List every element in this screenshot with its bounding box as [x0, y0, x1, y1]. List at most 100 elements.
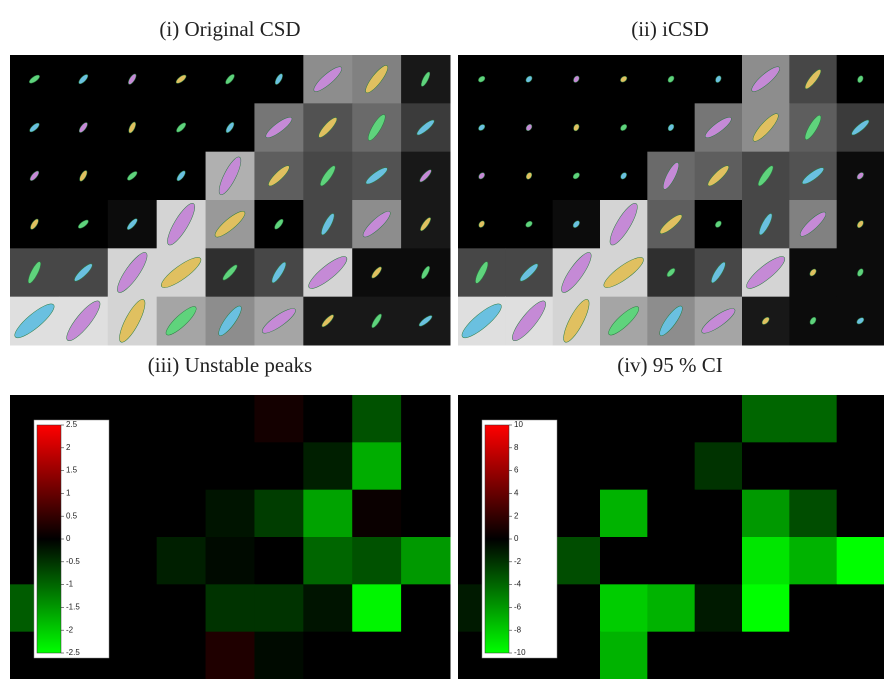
heat-cell	[789, 395, 837, 443]
colorbar-tick-label: 2.5	[66, 420, 78, 429]
heat-cell	[695, 584, 743, 632]
colorbar-tick-label: -8	[514, 625, 522, 634]
heat-cell	[401, 537, 450, 585]
heat-cell	[742, 395, 790, 443]
heat-cell	[254, 395, 303, 443]
heat-cell	[695, 537, 743, 585]
heat-cell	[647, 632, 695, 679]
heat-cell	[600, 442, 648, 490]
heat-cell	[157, 537, 206, 585]
heat-cell	[837, 537, 884, 585]
colorbar-tick-label: 10	[514, 420, 523, 429]
heat-cell	[157, 490, 206, 538]
colorbar-tick-label: 4	[514, 489, 519, 498]
colorbar-tick-label: 0.5	[66, 511, 78, 520]
colorbar	[37, 425, 61, 653]
colorbar-tick-label: 1	[66, 489, 71, 498]
heat-cell	[401, 584, 450, 632]
heat-cell	[401, 490, 450, 538]
heat-cell	[352, 537, 401, 585]
heat-cell	[157, 584, 206, 632]
heat-cell	[254, 584, 303, 632]
heat-cell	[695, 632, 743, 679]
heat-cell	[789, 442, 837, 490]
heat-cell	[303, 490, 352, 538]
heat-cell	[157, 395, 206, 443]
heat-cell	[553, 584, 601, 632]
heat-cell	[303, 632, 352, 679]
panel-title: (iii) Unstable peaks	[148, 353, 312, 377]
colorbar-tick-label: -1	[66, 580, 74, 589]
heat-cell	[837, 632, 884, 679]
heat-cell	[303, 395, 352, 443]
heat-cell	[401, 395, 450, 443]
heat-cell	[108, 395, 157, 443]
heat-cell	[108, 442, 157, 490]
heat-cell	[206, 490, 255, 538]
colorbar	[485, 425, 509, 653]
heat-cell	[647, 442, 695, 490]
heat-cell	[789, 537, 837, 585]
heat-cell	[647, 490, 695, 538]
heat-cell	[401, 632, 450, 679]
heat-cell	[837, 395, 884, 443]
heat-cell	[553, 490, 601, 538]
heat-cell	[742, 490, 790, 538]
heat-cell	[352, 490, 401, 538]
heat-cell	[553, 537, 601, 585]
heat-cell	[837, 442, 884, 490]
heat-cell	[206, 537, 255, 585]
heat-cell	[553, 395, 601, 443]
heat-cell	[789, 632, 837, 679]
heat-cell	[108, 632, 157, 679]
colorbar-tick-label: 2	[514, 511, 519, 520]
colorbar-tick-label: -0.5	[66, 557, 80, 566]
colorbar-tick-label: 6	[514, 466, 519, 475]
heat-cell	[206, 395, 255, 443]
heat-cell	[401, 442, 450, 490]
colorbar-tick-label: 8	[514, 443, 519, 452]
heat-cell	[303, 442, 352, 490]
heat-cell	[742, 442, 790, 490]
heat-cell	[108, 490, 157, 538]
heat-cell	[837, 490, 884, 538]
heat-cell	[600, 490, 648, 538]
heat-cell	[352, 395, 401, 443]
heat-cell	[553, 632, 601, 679]
colorbar-tick-label: -1.5	[66, 603, 80, 612]
heat-cell	[352, 584, 401, 632]
heat-cell	[108, 537, 157, 585]
heat-cell	[206, 584, 255, 632]
colorbar-tick-label: -2	[66, 625, 74, 634]
heat-cell	[600, 395, 648, 443]
colorbar-tick-label: -2	[514, 557, 522, 566]
figure: 2.521.510.50-0.5-1-1.5-2-2.51086420-2-4-…	[0, 0, 884, 679]
heat-cell	[303, 537, 352, 585]
heat-cell	[157, 442, 206, 490]
heat-cell	[553, 442, 601, 490]
panel-title: (ii) iCSD	[631, 17, 709, 41]
heat-cell	[600, 584, 648, 632]
colorbar-tick-label: -10	[514, 648, 526, 657]
heat-cell	[600, 632, 648, 679]
heat-cell	[742, 537, 790, 585]
heat-cell	[254, 490, 303, 538]
heat-cell	[647, 537, 695, 585]
heat-cell	[742, 584, 790, 632]
colorbar-tick-label: -2.5	[66, 648, 80, 657]
colorbar-tick-label: -4	[514, 580, 522, 589]
heat-cell	[352, 632, 401, 679]
heat-cell	[742, 632, 790, 679]
heat-cell	[695, 395, 743, 443]
heat-cell	[254, 442, 303, 490]
colorbar-tick-label: 1.5	[66, 466, 78, 475]
heat-cell	[647, 395, 695, 443]
heat-cell	[600, 537, 648, 585]
heat-cell	[206, 632, 255, 679]
heat-cell	[647, 584, 695, 632]
heat-cell	[695, 490, 743, 538]
heat-cell	[108, 584, 157, 632]
heat-cell	[837, 584, 884, 632]
heat-cell	[254, 632, 303, 679]
colorbar-tick-label: 0	[66, 534, 71, 543]
